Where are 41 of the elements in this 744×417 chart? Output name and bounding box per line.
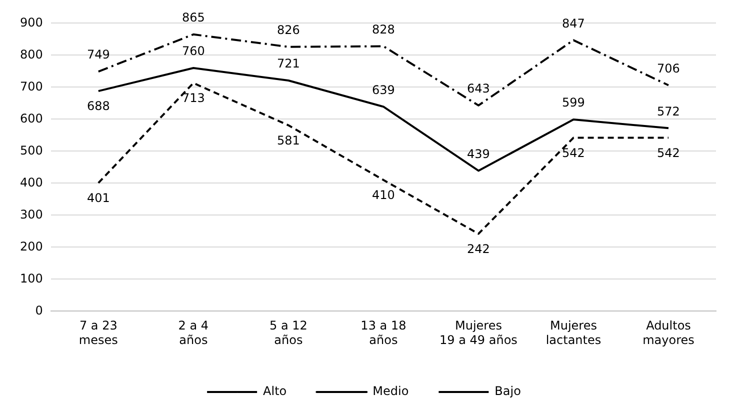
data-label: 542 xyxy=(657,146,680,160)
y-tick-label: 400 xyxy=(20,175,43,190)
y-tick-label: 200 xyxy=(20,239,43,254)
data-label: 410 xyxy=(372,188,395,202)
data-label: 581 xyxy=(276,133,300,148)
data-label: 401 xyxy=(86,191,110,206)
legend-label: Medio xyxy=(372,384,409,398)
data-label: 572 xyxy=(657,104,680,118)
x-tick-label: 2 a 4 años xyxy=(178,318,209,347)
legend-label: Bajo xyxy=(494,384,521,398)
x-tick-label: Mujeres 19 a 49 años xyxy=(440,318,518,347)
y-tick-label: 100 xyxy=(20,271,43,286)
legend-label: Alto xyxy=(263,384,287,398)
data-label: 828 xyxy=(372,22,395,36)
y-tick-label: 300 xyxy=(20,207,43,222)
data-label: 706 xyxy=(657,61,680,76)
data-label: 242 xyxy=(467,242,490,256)
y-tick-label: 800 xyxy=(20,47,43,62)
data-label: 688 xyxy=(86,99,110,114)
x-tick-label: 7 a 23 meses xyxy=(78,318,118,347)
y-tick-label: 0 xyxy=(35,303,43,318)
data-label: 721 xyxy=(276,56,300,71)
x-tick-label: Mujeres lactantes xyxy=(546,318,602,347)
data-label: 639 xyxy=(372,82,395,97)
data-label: 760 xyxy=(182,44,205,58)
data-label: 826 xyxy=(276,23,300,38)
x-tick-label: 5 a 12 años xyxy=(269,318,308,347)
x-tick-label: 13 a 18 años xyxy=(360,318,406,347)
data-label: 439 xyxy=(467,146,490,161)
data-label: 865 xyxy=(182,10,205,25)
y-tick-label: 700 xyxy=(20,79,43,94)
data-label: 599 xyxy=(562,96,585,110)
data-label: 713 xyxy=(182,91,205,106)
y-tick-label: 600 xyxy=(20,111,43,126)
x-tick-label: Adultos mayores xyxy=(642,318,694,347)
data-label: 542 xyxy=(562,146,585,160)
y-tick-label: 500 xyxy=(20,143,43,158)
data-label: 847 xyxy=(562,16,585,30)
data-label: 749 xyxy=(86,48,110,62)
y-tick-label: 900 xyxy=(20,15,43,30)
data-label: 643 xyxy=(467,82,490,96)
